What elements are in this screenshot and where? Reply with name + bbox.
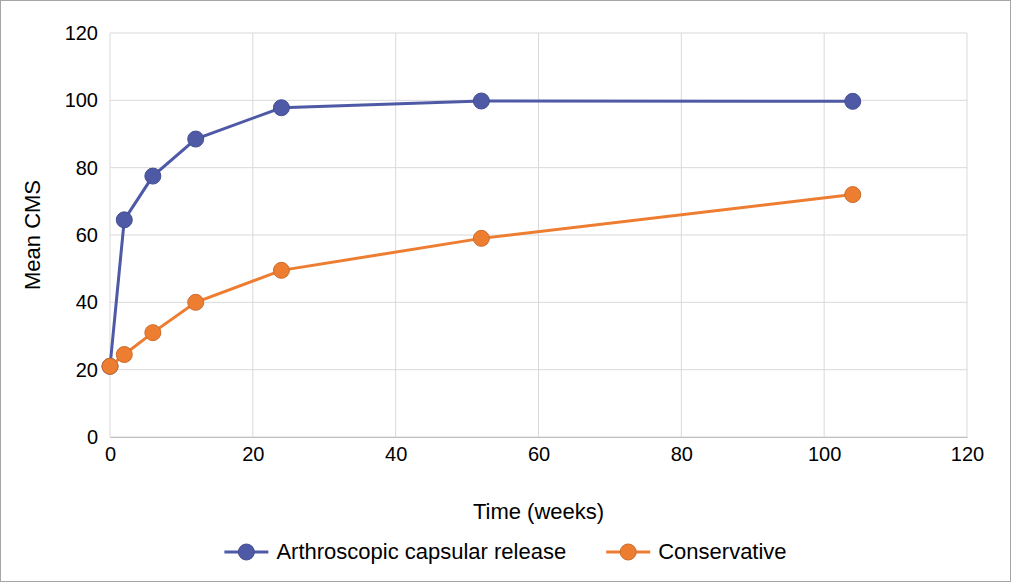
legend-item: Arthroscopic capsular release <box>224 539 566 564</box>
tick: 80 <box>76 157 110 179</box>
grid-line-x <box>681 33 682 437</box>
tick-label: 100 <box>808 443 841 465</box>
grid-line-x <box>252 33 253 437</box>
tick-label: 120 <box>951 443 984 465</box>
grid-line-x <box>967 33 968 437</box>
tick-label: 40 <box>385 443 407 465</box>
y-axis: 0 20 40 60 80 100 120 <box>65 22 111 448</box>
data-point <box>188 294 204 310</box>
tick: 120 <box>65 22 110 44</box>
tick-label: 40 <box>76 291 98 313</box>
data-point <box>102 358 118 374</box>
x-axis-title: Time (weeks) <box>473 499 604 524</box>
tick: 100 <box>808 437 841 465</box>
data-point <box>145 325 161 341</box>
series-line <box>110 195 853 367</box>
data-point <box>188 131 204 147</box>
tick-label: 80 <box>671 443 693 465</box>
axis-line <box>110 34 111 438</box>
data-point <box>273 100 289 116</box>
grid-line-x <box>395 33 396 437</box>
y-axis-title: Mean CMS <box>20 180 45 290</box>
chart-frame <box>1 1 1011 582</box>
tick-label: 0 <box>105 443 116 465</box>
tick: 100 <box>65 89 110 111</box>
tick: 0 <box>105 437 116 465</box>
tick-label: 20 <box>242 443 264 465</box>
legend: Arthroscopic capsular release Conservativ… <box>224 539 786 564</box>
tick: 40 <box>76 291 110 313</box>
tick: 40 <box>385 437 407 465</box>
tick-label: 100 <box>65 89 98 111</box>
data-point <box>102 358 118 374</box>
tick-label: 60 <box>528 443 550 465</box>
data-point <box>116 347 132 363</box>
plot: 0 20 40 60 80 100 120 0 20 40 60 80 100 120 <box>65 22 985 465</box>
legend-label: Arthroscopic capsular release <box>276 539 566 564</box>
tick-label: 20 <box>76 359 98 381</box>
tick: 60 <box>528 437 550 465</box>
tick: 120 <box>951 437 984 465</box>
series-line <box>110 101 853 366</box>
legend-label: Conservative <box>658 539 786 564</box>
axis-line <box>111 437 968 438</box>
data-point <box>273 262 289 278</box>
tick-label: 120 <box>65 22 98 44</box>
tick-label: 0 <box>87 426 98 448</box>
data-point <box>473 93 489 109</box>
data-point <box>845 187 861 203</box>
chart: 0 20 40 60 80 100 120 0 20 40 60 80 100 120 Time (week… <box>0 0 1011 582</box>
data-point <box>116 212 132 228</box>
tick: 20 <box>242 437 264 465</box>
grid-line-x <box>538 33 539 437</box>
grid-line-x <box>824 33 825 437</box>
legend-marker <box>620 544 636 560</box>
series-group <box>102 93 861 374</box>
data-point <box>845 93 861 109</box>
tick-label: 60 <box>76 224 98 246</box>
legend-marker <box>238 544 254 560</box>
grid <box>110 33 967 437</box>
data-point <box>473 230 489 246</box>
tick: 80 <box>671 437 693 465</box>
tick: 60 <box>76 224 110 246</box>
legend-item: Conservative <box>606 539 786 564</box>
tick: 0 <box>87 426 110 448</box>
tick-label: 80 <box>76 157 98 179</box>
grid-line-x <box>110 33 111 437</box>
x-axis: 0 20 40 60 80 100 120 <box>105 437 984 465</box>
data-point <box>145 168 161 184</box>
